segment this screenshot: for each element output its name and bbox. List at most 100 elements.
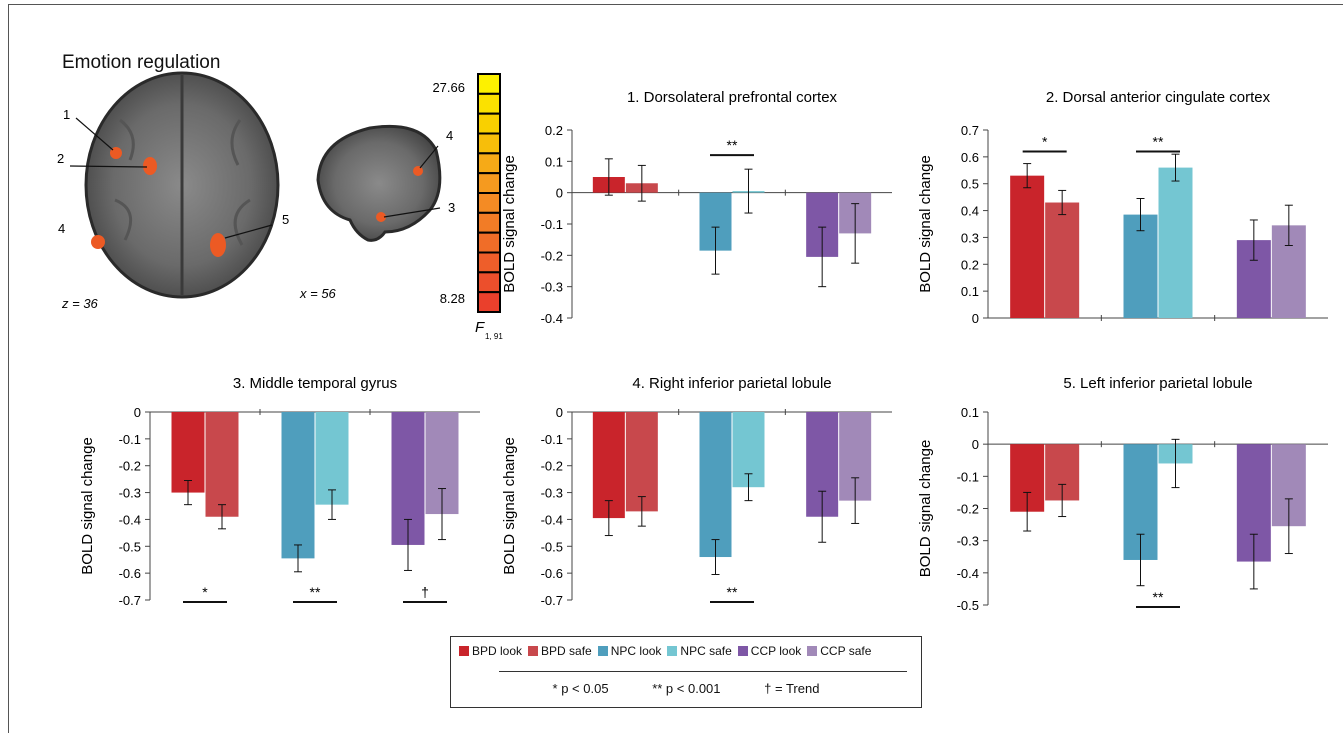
y-tick-label: 0.5 <box>961 177 979 192</box>
legend-item: BPD safe <box>528 644 592 658</box>
legend-swatch <box>597 646 608 656</box>
colorbar-segment <box>477 251 501 274</box>
colorbar-min-label: 8.28 <box>440 291 465 306</box>
y-tick-label: 0 <box>556 405 563 420</box>
colorbar-segment <box>477 271 501 294</box>
significance-mark: * <box>1042 133 1048 149</box>
colorbar-segment <box>477 211 501 234</box>
y-tick-label: 0.1 <box>961 284 979 299</box>
legend-items: BPD look BPD safe NPC look NPC safe CCP look… <box>459 644 871 658</box>
colorbar-segment <box>477 172 501 195</box>
figure-frame <box>8 4 1343 733</box>
bar <box>699 412 732 558</box>
axial-brain-slice: 1 2 4 5 z = 36 <box>57 71 289 311</box>
bar <box>625 412 658 512</box>
y-tick-label: 0.1 <box>961 405 979 420</box>
sig-key-p05: * p < 0.05 <box>552 681 609 696</box>
legend: BPD look BPD safe NPC look NPC safe CCP look… <box>450 636 922 708</box>
bar <box>1010 175 1045 318</box>
y-tick-label: 0 <box>972 437 979 452</box>
chart-3: 3. Middle temporal gyrus BOLD signal chan… <box>79 375 480 608</box>
legend-label: NPC look <box>610 644 662 658</box>
chart-2: 2. Dorsal anterior cingulate cortex BOLD … <box>917 89 1328 326</box>
colorbar-segment <box>477 192 501 214</box>
y-tick-label: -0.2 <box>541 248 563 263</box>
significance-mark: † <box>421 584 429 600</box>
colorbar-stat-label: F <box>475 319 485 336</box>
y-tick-label: -0.5 <box>957 598 979 613</box>
legend-item: NPC look <box>597 644 662 658</box>
y-tick-label: -0.2 <box>119 459 141 474</box>
colorbar-max-label: 27.66 <box>432 80 465 95</box>
y-tick-label: -0.3 <box>119 486 141 501</box>
legend-swatch <box>667 646 678 656</box>
bar <box>171 412 205 493</box>
y-tick-label: -0.1 <box>541 432 563 447</box>
y-tick-label: -0.1 <box>119 432 141 447</box>
region-marker-2: 2 <box>57 151 64 166</box>
activation-blob-sag-3 <box>376 212 386 222</box>
y-tick-label: 0.6 <box>961 150 979 165</box>
y-tick-label: -0.3 <box>957 534 979 549</box>
legend-swatch <box>807 646 818 656</box>
colorbar-segment <box>477 92 501 115</box>
y-tick-label: 0.1 <box>545 154 563 169</box>
colorbar-stat-subscript: 1, 91 <box>485 332 503 341</box>
colorbar-segment <box>477 291 501 313</box>
y-tick-label: -0.2 <box>957 502 979 517</box>
legend-swatch <box>459 646 469 656</box>
chart-1: 1. Dorsolateral prefrontal cortex BOLD si… <box>501 89 892 326</box>
bar <box>1045 202 1080 318</box>
y-tick-label: 0 <box>972 311 979 326</box>
activation-blob-4 <box>91 235 105 249</box>
significance-mark: ** <box>727 137 738 153</box>
y-tick-label: 0 <box>134 405 141 420</box>
bar <box>1158 167 1193 318</box>
y-tick-label: -0.3 <box>541 486 563 501</box>
colorbar-segment <box>477 152 501 175</box>
colorbar-segment <box>477 231 501 254</box>
chart-title: 5. Left inferior parietal lobule <box>1063 375 1252 392</box>
colorbar-segment <box>477 132 501 155</box>
region-marker-4-sag: 4 <box>446 128 453 143</box>
activation-blob-sag-4 <box>413 166 423 176</box>
y-axis-label: BOLD signal change <box>917 155 934 293</box>
y-tick-label: -0.6 <box>541 566 563 581</box>
sagittal-brain-slice: 4 3 x = 56 <box>299 124 455 301</box>
y-tick-label: -0.6 <box>119 566 141 581</box>
section-title: Emotion regulation <box>62 52 221 73</box>
bar-charts: 1. Dorsolateral prefrontal cortex BOLD si… <box>79 89 1328 613</box>
legend-item: CCP look <box>737 644 802 658</box>
y-tick-label: -0.4 <box>957 566 979 581</box>
legend-label: BPD look <box>472 644 523 658</box>
y-tick-label: -0.5 <box>541 539 563 554</box>
legend-divider <box>499 671 907 672</box>
y-tick-label: 0.3 <box>961 230 979 245</box>
significance-mark: ** <box>310 584 321 600</box>
bar <box>281 412 315 559</box>
chart-title: 3. Middle temporal gyrus <box>233 375 397 392</box>
bar <box>205 412 239 517</box>
y-tick-label: -0.3 <box>541 280 563 295</box>
y-tick-label: 0 <box>556 186 563 201</box>
y-axis-label: BOLD signal change <box>917 440 934 578</box>
y-axis-label: BOLD signal change <box>501 437 518 575</box>
legend-label: NPC safe <box>680 644 732 658</box>
y-tick-label: -0.2 <box>541 459 563 474</box>
region-marker-5: 5 <box>282 212 289 227</box>
legend-swatch <box>528 646 539 656</box>
sig-key-trend: † = Trend <box>764 681 820 696</box>
legend-item: CCP safe <box>807 644 871 658</box>
significance-key: * p < 0.05 ** p < 0.001 † = Trend <box>451 681 921 696</box>
y-tick-label: -0.4 <box>119 512 141 527</box>
chart-5: 5. Left inferior parietal lobule BOLD sig… <box>917 375 1328 613</box>
bar <box>1123 214 1158 318</box>
legend-item: BPD look <box>459 644 522 658</box>
y-tick-label: 0.7 <box>961 123 979 138</box>
y-tick-label: -0.7 <box>541 593 563 608</box>
y-tick-label: -0.4 <box>541 311 563 326</box>
legend-item: NPC safe <box>667 644 732 658</box>
legend-label: CCP look <box>750 644 802 658</box>
legend-swatch <box>737 646 748 656</box>
